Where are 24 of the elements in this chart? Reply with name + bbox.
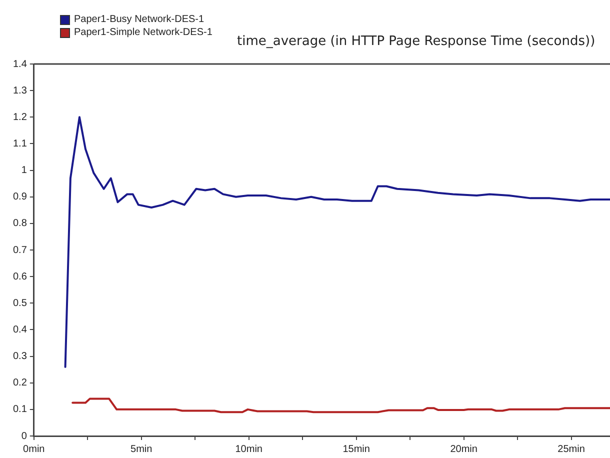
y-tick-label: 0.5 (12, 298, 28, 309)
x-tick-label: 5min (130, 444, 152, 455)
y-tick-label: 1 (21, 165, 28, 176)
chart-title: time_average (in HTTP Page Response Time (seconds)) (237, 34, 596, 49)
x-tick-label: 25min (558, 444, 585, 455)
y-tick-label: 0.8 (12, 218, 28, 230)
y-tick-label: 0.4 (12, 324, 28, 336)
y-tick-label: 1.3 (12, 85, 28, 96)
legend-label: Paper1-Busy Network-DES-1 (74, 14, 204, 25)
y-tick-label: 1.2 (12, 112, 28, 123)
x-tick-label: 10min (235, 444, 262, 455)
y-tick-label: 0.7 (12, 244, 28, 256)
x-tick-label: 0min (23, 444, 45, 455)
legend-label: Paper1-Simple Network-DES-1 (74, 27, 212, 38)
y-tick-label: 0.9 (12, 192, 28, 203)
y-tick-label: 0.6 (12, 271, 28, 282)
y-tick-label: 1.4 (12, 58, 28, 70)
y-tick-label: 1.1 (12, 138, 28, 150)
y-tick-label: 0.3 (12, 351, 28, 362)
y-tick-label: 0 (21, 430, 28, 442)
x-tick-label: 15min (342, 444, 370, 455)
x-tick-label: 20min (450, 444, 478, 455)
y-tick-label: 0.2 (12, 378, 28, 389)
y-tick-label: 0.1 (12, 404, 28, 416)
